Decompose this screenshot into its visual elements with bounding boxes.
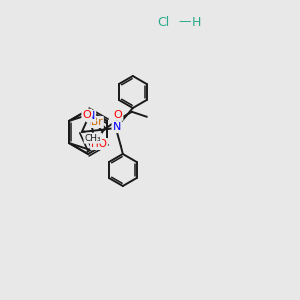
Text: Cl: Cl	[157, 16, 169, 28]
Text: O: O	[113, 110, 122, 120]
Text: CH₃: CH₃	[85, 134, 101, 143]
Text: H: H	[191, 16, 201, 28]
Text: Br: Br	[91, 117, 103, 127]
Text: HO: HO	[91, 139, 107, 149]
Text: N: N	[112, 122, 121, 132]
Text: O: O	[82, 110, 91, 120]
Text: N: N	[87, 111, 95, 121]
Text: —: —	[179, 16, 191, 28]
